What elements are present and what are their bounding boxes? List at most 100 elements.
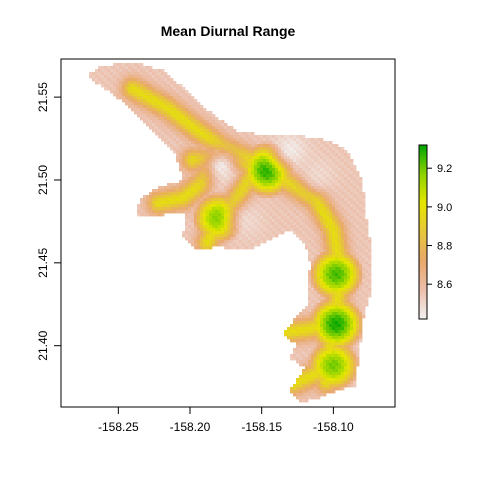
heatmap-cell bbox=[344, 273, 348, 277]
colorbar-step bbox=[419, 247, 427, 251]
heatmap-cell bbox=[263, 195, 267, 199]
heatmap-cell bbox=[149, 123, 153, 127]
heatmap-cell bbox=[107, 84, 111, 88]
heatmap-cell bbox=[275, 192, 279, 196]
heatmap-cell bbox=[332, 234, 336, 238]
heatmap-cell bbox=[188, 132, 192, 136]
heatmap-cell bbox=[209, 231, 213, 235]
heatmap-cell bbox=[149, 75, 153, 79]
heatmap-cell bbox=[242, 132, 246, 136]
heatmap-cell bbox=[227, 237, 231, 241]
heatmap-cell bbox=[338, 183, 342, 187]
heatmap-cell bbox=[137, 66, 141, 70]
heatmap-cell bbox=[206, 168, 210, 172]
heatmap-cell bbox=[188, 228, 192, 232]
heatmap-cell bbox=[296, 324, 300, 328]
heatmap-cell bbox=[215, 156, 219, 160]
heatmap-cell bbox=[215, 240, 219, 244]
heatmap-cell bbox=[149, 90, 153, 94]
heatmap-cell bbox=[356, 351, 360, 355]
heatmap-cell bbox=[182, 180, 186, 184]
heatmap-cell bbox=[287, 144, 291, 148]
heatmap-cell bbox=[272, 201, 276, 205]
heatmap-cell bbox=[350, 159, 354, 163]
heatmap-cell bbox=[221, 147, 225, 151]
heatmap-cell bbox=[341, 162, 345, 166]
heatmap-cell bbox=[185, 90, 189, 94]
heatmap-cell bbox=[269, 204, 273, 208]
heatmap-cell bbox=[281, 213, 285, 217]
colorbar-step bbox=[419, 289, 427, 293]
heatmap-cell bbox=[302, 210, 306, 214]
heatmap-cell bbox=[290, 198, 294, 202]
heatmap-cell bbox=[155, 126, 159, 130]
heatmap-cell bbox=[305, 372, 309, 376]
heatmap-cell bbox=[119, 66, 123, 70]
heatmap-cell bbox=[320, 261, 324, 265]
heatmap-cell bbox=[308, 327, 312, 331]
heatmap-cell bbox=[185, 105, 189, 109]
heatmap-cell bbox=[347, 282, 351, 286]
heatmap-cell bbox=[203, 138, 207, 142]
heatmap-cell bbox=[242, 183, 246, 187]
heatmap-cell bbox=[206, 153, 210, 157]
heatmap-cell bbox=[275, 162, 279, 166]
heatmap-cell bbox=[212, 156, 216, 160]
heatmap-cell bbox=[179, 90, 183, 94]
heatmap-cell bbox=[347, 165, 351, 169]
heatmap-cell bbox=[173, 150, 177, 154]
heatmap-cell bbox=[347, 189, 351, 193]
heatmap-cell bbox=[242, 186, 246, 190]
heatmap-cell bbox=[341, 228, 345, 232]
heatmap-cell bbox=[344, 264, 348, 268]
heatmap-cell bbox=[293, 330, 297, 334]
heatmap-cell bbox=[212, 141, 216, 145]
heatmap-cell bbox=[293, 153, 297, 157]
heatmap-cell bbox=[305, 189, 309, 193]
heatmap-cell bbox=[203, 165, 207, 169]
heatmap-cell bbox=[149, 213, 153, 217]
heatmap-cell bbox=[359, 300, 363, 304]
heatmap-cell bbox=[254, 162, 258, 166]
heatmap-cell bbox=[308, 141, 312, 145]
heatmap-cell bbox=[260, 210, 264, 214]
heatmap-cell bbox=[314, 228, 318, 232]
heatmap-cell bbox=[317, 369, 321, 373]
heatmap-cell bbox=[365, 294, 369, 298]
heatmap-cell bbox=[299, 336, 303, 340]
heatmap-cell bbox=[308, 357, 312, 361]
heatmap-cell bbox=[332, 252, 336, 256]
heatmap-cell bbox=[236, 246, 240, 250]
heatmap-cell bbox=[299, 150, 303, 154]
heatmap-cell bbox=[311, 156, 315, 160]
heatmap-cell bbox=[308, 240, 312, 244]
heatmap-cell bbox=[329, 240, 333, 244]
heatmap-cell bbox=[218, 174, 222, 178]
heatmap-cell bbox=[209, 183, 213, 187]
heatmap-cell bbox=[347, 174, 351, 178]
heatmap-cell bbox=[290, 333, 294, 337]
heatmap-cell bbox=[206, 240, 210, 244]
heatmap-cell bbox=[140, 78, 144, 82]
heatmap-cell bbox=[158, 99, 162, 103]
heatmap-cell bbox=[326, 252, 330, 256]
heatmap-cell bbox=[293, 390, 297, 394]
heatmap-cell bbox=[206, 150, 210, 154]
heatmap-cell bbox=[341, 306, 345, 310]
heatmap-cell bbox=[230, 153, 234, 157]
heatmap-cell bbox=[317, 372, 321, 376]
heatmap-cell bbox=[356, 264, 360, 268]
heatmap-cell bbox=[287, 207, 291, 211]
heatmap-cell bbox=[362, 270, 366, 274]
heatmap-cell bbox=[128, 63, 132, 67]
heatmap-cell bbox=[254, 213, 258, 217]
heatmap-cell bbox=[224, 147, 228, 151]
heatmap-cell bbox=[224, 198, 228, 202]
heatmap-cell bbox=[158, 72, 162, 76]
heatmap-cell bbox=[176, 156, 180, 160]
heatmap-cell bbox=[335, 318, 339, 322]
heatmap-cell bbox=[179, 189, 183, 193]
heatmap-cell bbox=[341, 177, 345, 181]
heatmap-cell bbox=[131, 81, 135, 85]
heatmap-cell bbox=[341, 366, 345, 370]
